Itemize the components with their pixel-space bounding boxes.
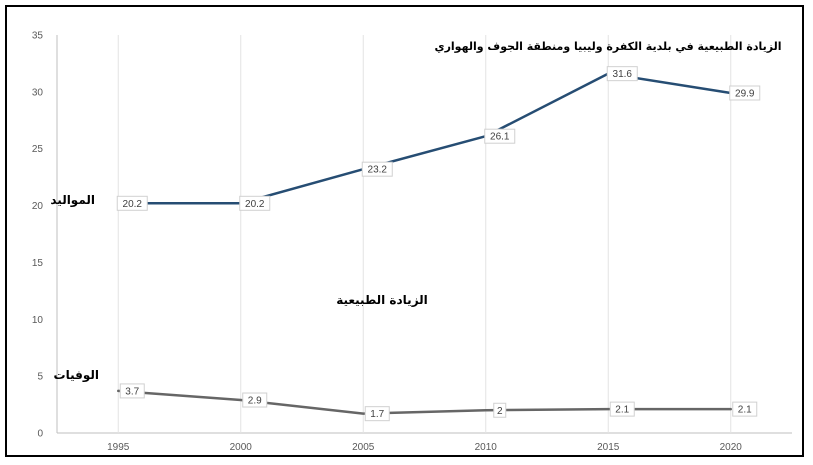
data-label-box xyxy=(484,128,516,144)
data-label-0-5: 29.9 xyxy=(729,85,761,101)
data-label-text: 20.2 xyxy=(123,199,143,210)
data-label-1-2: 1.7 xyxy=(364,406,390,422)
data-label-0-1: 20.2 xyxy=(239,195,271,211)
births-series-label: المواليد xyxy=(50,193,95,208)
data-label-text: 20.2 xyxy=(245,199,265,210)
x-tick-2010: 2010 xyxy=(475,442,498,453)
y-tick-5: 5 xyxy=(37,372,43,383)
data-label-0-3: 26.1 xyxy=(484,128,516,144)
natural-increase-annotation: الزيادة الطبيعية xyxy=(336,293,428,307)
y-tick-10: 10 xyxy=(32,315,44,326)
data-label-1-0: 3.7 xyxy=(119,383,145,399)
x-tick-2015: 2015 xyxy=(597,442,620,453)
data-label-text: 26.1 xyxy=(490,132,510,143)
y-tick-0: 0 xyxy=(37,429,43,440)
data-label-box xyxy=(729,85,761,101)
data-label-box xyxy=(364,406,390,422)
axes xyxy=(56,35,792,434)
data-label-text: 31.6 xyxy=(613,69,633,80)
data-label-1-4: 2.1 xyxy=(609,401,635,417)
data-label-box xyxy=(239,195,271,211)
x-tick-2000: 2000 xyxy=(230,442,253,453)
gridlines xyxy=(117,35,732,433)
x-tick-2020: 2020 xyxy=(720,442,743,453)
data-label-text: 23.2 xyxy=(368,165,388,176)
data-label-box xyxy=(606,66,638,82)
data-label-text: 2.1 xyxy=(615,405,629,416)
deaths-series-label: الوفيات xyxy=(54,368,99,383)
y-tick-30: 30 xyxy=(32,87,44,98)
data-label-text: 1.7 xyxy=(370,409,384,420)
data-labels: 20.2 20.2 23.2 26.1 31.6 29.9 3.7 2.9 1.7 2 2.1 2.1 xyxy=(116,66,761,422)
data-label-0-2: 23.2 xyxy=(361,161,393,177)
x-tick-1995: 1995 xyxy=(107,442,130,453)
data-label-box xyxy=(732,401,758,417)
data-label-1-5: 2.1 xyxy=(732,401,758,417)
x-tick-2005: 2005 xyxy=(352,442,375,453)
data-label-text: 29.9 xyxy=(735,88,755,99)
data-label-box xyxy=(361,161,393,177)
y-tick-35: 35 xyxy=(32,31,44,42)
data-label-text: 2.1 xyxy=(738,405,752,416)
series-line-1 xyxy=(117,389,732,415)
y-tick-20: 20 xyxy=(32,201,44,212)
data-label-text: 2.9 xyxy=(248,396,262,407)
data-label-0-0: 20.2 xyxy=(116,195,148,211)
data-label-box xyxy=(119,383,145,399)
chart-frame: 0 5 10 15 20 25 30 35 1995 2000 2005 2010 2015 2020 … xyxy=(5,5,804,457)
y-tick-25: 25 xyxy=(32,144,44,155)
series-lines xyxy=(117,72,732,415)
data-label-1-3: 2 xyxy=(493,402,507,418)
data-label-text: 3.7 xyxy=(125,386,139,397)
y-tick-15: 15 xyxy=(32,258,44,269)
x-tick-labels: 1995 2000 2005 2010 2015 2020 xyxy=(107,442,742,453)
data-label-box xyxy=(116,195,148,211)
data-label-box xyxy=(493,402,507,418)
data-label-0-4: 31.6 xyxy=(606,66,638,82)
data-label-box xyxy=(609,401,635,417)
y-tick-labels: 0 5 10 15 20 25 30 35 xyxy=(32,31,44,440)
chart-title: الزيادة الطبيعية في بلدية الكفرة وليبيا … xyxy=(435,40,782,53)
data-label-text: 2 xyxy=(497,406,503,417)
data-label-box xyxy=(242,392,268,408)
series-line-0 xyxy=(117,72,732,205)
data-label-1-1: 2.9 xyxy=(242,392,268,408)
